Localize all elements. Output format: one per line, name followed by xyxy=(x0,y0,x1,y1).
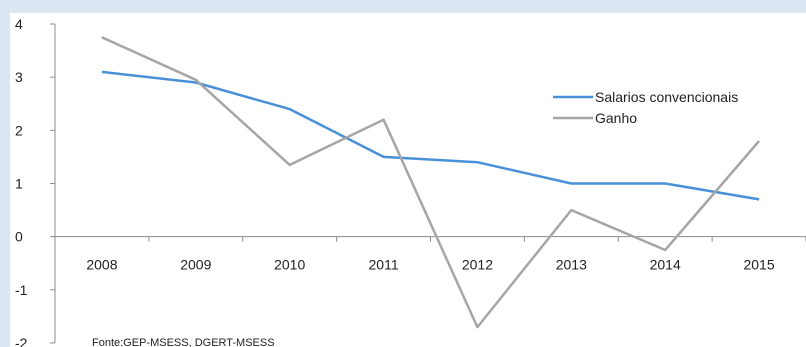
legend-label: Salarios convencionais xyxy=(595,89,738,105)
x-tick-label: 2008 xyxy=(86,257,117,273)
y-tick-label: -1 xyxy=(15,282,28,298)
legend: Salarios convencionais Ganho xyxy=(553,89,738,126)
series-lines xyxy=(101,36,761,329)
y-tick-label: 1 xyxy=(15,176,23,192)
y-axis: 4 3 2 1 0 -1 -2 xyxy=(15,16,56,347)
chart-panel: 4 3 2 1 0 -1 -2 2008 2009 2010 2011 2012 2013 2014 20… xyxy=(10,13,806,347)
legend-label: Ganho xyxy=(595,110,637,126)
y-tick-label: -2 xyxy=(15,335,28,347)
series-line-1 xyxy=(101,36,761,329)
y-tick-label: 4 xyxy=(15,16,23,32)
x-tick-label: 2015 xyxy=(743,257,774,273)
source-note: Fonte:GEP-MSESS, DGERT-MSESS xyxy=(92,337,275,347)
y-tick-label: 3 xyxy=(15,69,23,85)
x-axis: 2008 2009 2010 2011 2012 2013 2014 2015 xyxy=(54,236,806,273)
y-tick-label: 2 xyxy=(15,122,23,138)
x-tick-label: 2010 xyxy=(274,257,305,273)
x-tick-label: 2012 xyxy=(462,257,493,273)
x-tick-label: 2011 xyxy=(369,257,399,273)
series-line-0 xyxy=(101,70,760,201)
x-tick-label: 2014 xyxy=(650,257,681,273)
x-tick-label: 2009 xyxy=(180,257,211,273)
x-tick-label: 2013 xyxy=(556,257,587,273)
y-tick-label: 0 xyxy=(15,229,23,245)
